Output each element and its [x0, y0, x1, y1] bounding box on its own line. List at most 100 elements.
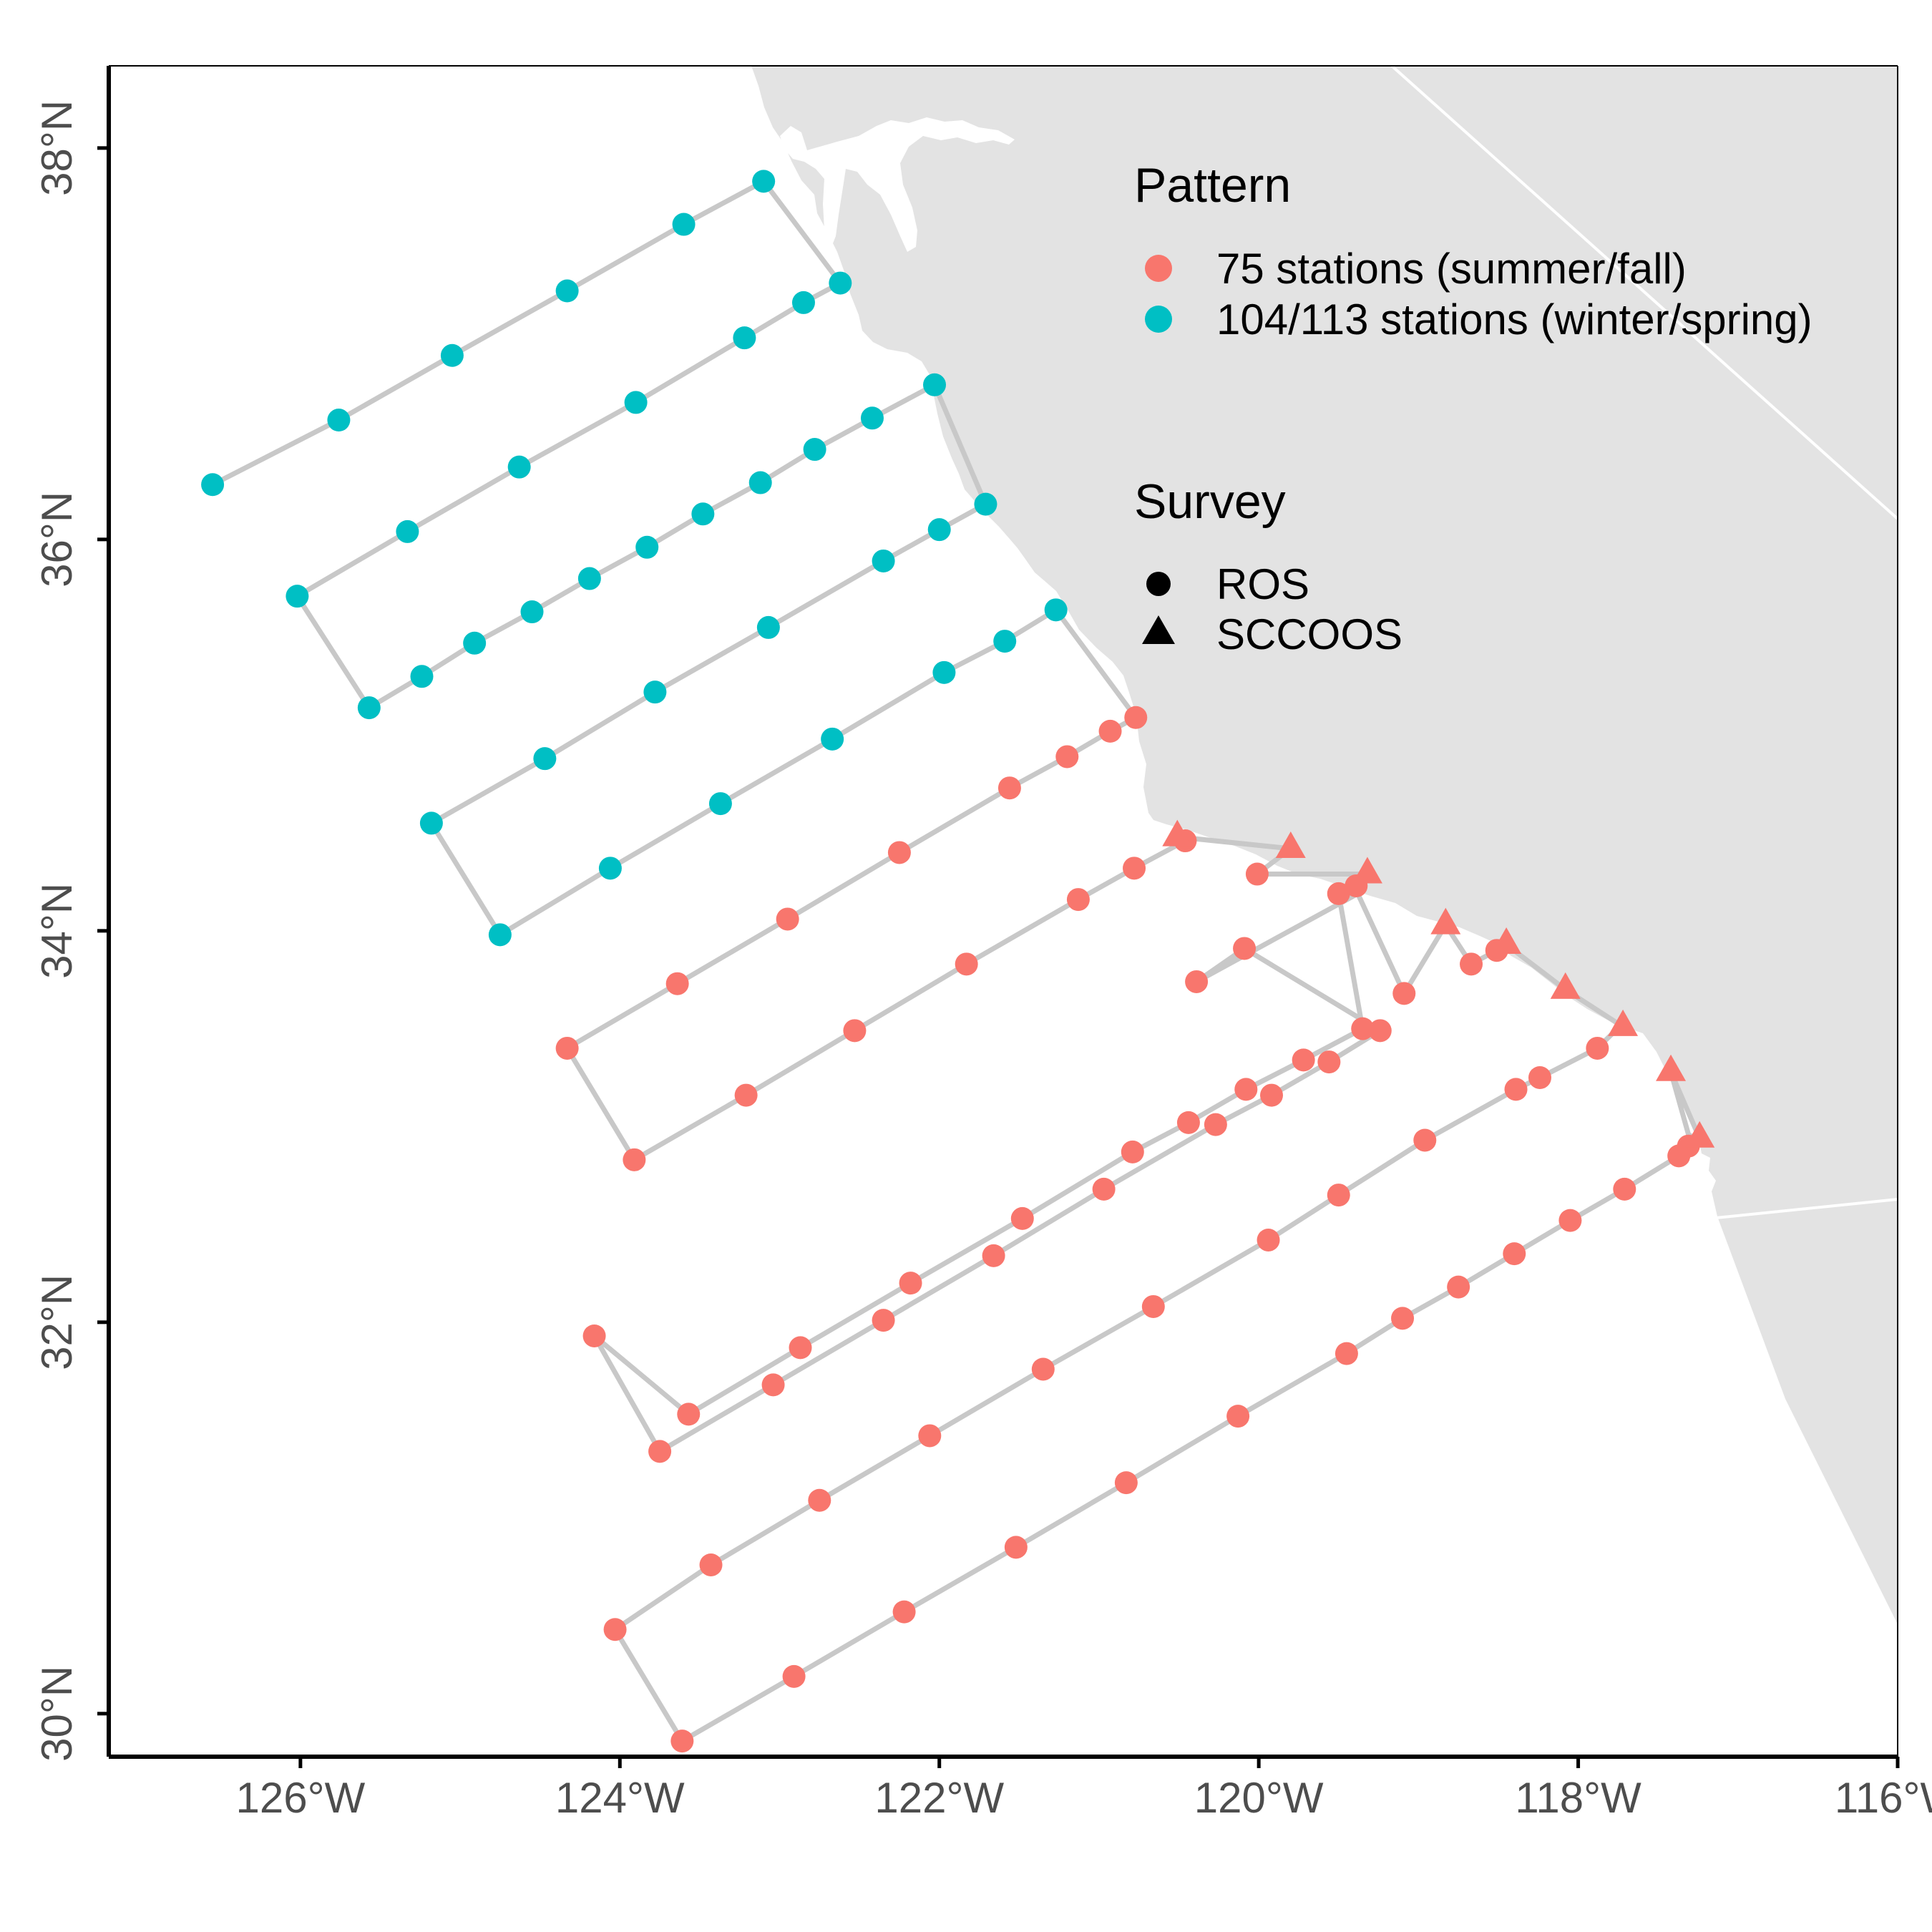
- legend-survey: Survey ROS SCCOOS: [1134, 474, 1402, 658]
- station-ros-s1-54: [670, 1729, 694, 1753]
- station-ros-s0-20: [748, 471, 772, 494]
- station-ros-s1-35: [1317, 1050, 1341, 1074]
- legend-pattern-title: Pattern: [1134, 158, 1291, 213]
- station-ros-s1-6: [665, 972, 689, 995]
- legend-survey-title: Survey: [1134, 474, 1286, 529]
- cruise-track-line: [211, 178, 1702, 1744]
- station-ros-s0-7: [791, 291, 815, 314]
- station-ros-s0-6: [829, 271, 852, 295]
- state-border-ca-nv: [1390, 66, 1898, 520]
- y-tick-label-2: 34°N: [33, 883, 81, 979]
- station-ros-s1-60: [1335, 1342, 1358, 1365]
- station-ros-s1-36: [1368, 1019, 1392, 1043]
- station-ros-s0-4: [672, 213, 696, 236]
- station-ros-s0-31: [488, 923, 512, 947]
- station-ros-s1-39: [1392, 982, 1416, 1005]
- station-ros-s1-13: [1123, 857, 1146, 880]
- station-ros-s1-4: [887, 841, 911, 864]
- station-ros-s1-28: [648, 1440, 672, 1463]
- station-ros-s0-24: [974, 492, 997, 516]
- station-ros-s1-26: [677, 1402, 701, 1426]
- station-ros-s1-29: [761, 1373, 785, 1397]
- station-ros-s0-12: [286, 585, 309, 608]
- station-markers: [201, 170, 1715, 1753]
- station-ros-s0-2: [440, 343, 464, 367]
- land-mass: [751, 66, 1898, 1624]
- station-ros-s1-58: [1114, 1471, 1138, 1495]
- station-ros-s1-53: [603, 1618, 627, 1641]
- station-ros-s1-22: [1121, 1140, 1144, 1163]
- station-ros-s1-49: [1031, 1357, 1055, 1381]
- station-ros-s0-37: [1044, 598, 1068, 622]
- station-ros-s1-12: [1066, 888, 1090, 912]
- legend-pattern: Pattern 75 stations (summer/fall) 104/11…: [1134, 158, 1813, 343]
- station-ros-s1-57: [1004, 1536, 1028, 1559]
- station-ros-s1-50: [918, 1424, 942, 1448]
- border-us-mexico: [1715, 1198, 1898, 1219]
- station-ros-s0-11: [396, 519, 419, 543]
- station-ros-s0-13: [357, 696, 381, 720]
- legend-pattern-key-summer-fall: [1145, 255, 1172, 282]
- station-ros-s0-1: [327, 409, 351, 432]
- station-sccoos-6: [1608, 1009, 1639, 1036]
- station-ros-s1-40: [1460, 952, 1483, 976]
- station-ros-s0-23: [923, 373, 947, 396]
- station-ros-s1-34: [1260, 1083, 1283, 1107]
- station-ros-s0-32: [598, 857, 622, 880]
- station-ros-s0-27: [756, 615, 780, 639]
- station-ros-s1-2: [1055, 745, 1079, 769]
- station-ros-s1-65: [1613, 1177, 1636, 1201]
- station-ros-s1-55: [782, 1664, 806, 1688]
- station-ros-s1-61: [1391, 1307, 1415, 1330]
- station-ros-s0-17: [577, 567, 601, 590]
- station-ros-s1-64: [1558, 1209, 1582, 1232]
- station-ros-s1-46: [1327, 1184, 1350, 1207]
- station-ros-s1-0: [1124, 706, 1148, 729]
- station-ros-s1-24: [899, 1272, 922, 1295]
- x-tick-label-5: 116°W: [1835, 1774, 1932, 1822]
- station-ros-s0-19: [691, 502, 715, 526]
- station-ros-s1-42: [1586, 1036, 1609, 1060]
- station-ros-s1-10: [843, 1019, 867, 1043]
- legend-survey-label-sccoos: SCCOOS: [1216, 610, 1402, 658]
- station-ros-s1-21: [1176, 1111, 1200, 1134]
- station-ros-s1-32: [1092, 1177, 1116, 1201]
- station-sccoos-3: [1430, 907, 1461, 935]
- station-ros-s1-56: [892, 1600, 916, 1624]
- station-ros-s1-44: [1504, 1078, 1528, 1101]
- station-sccoos-0: [1162, 819, 1193, 847]
- station-ros-s1-11: [955, 952, 978, 976]
- legend-survey-label-ros: ROS: [1216, 560, 1309, 608]
- station-ros-s1-51: [808, 1488, 831, 1512]
- station-ros-s0-14: [410, 665, 434, 688]
- station-ros-s0-34: [821, 727, 844, 751]
- station-ros-s0-0: [201, 473, 225, 497]
- station-ros-s1-19: [1292, 1048, 1315, 1072]
- station-ros-s1-30: [872, 1309, 895, 1332]
- y-tick-label-0: 30°N: [33, 1666, 81, 1762]
- y-tick-label-4: 38°N: [33, 100, 81, 196]
- station-ros-s0-21: [803, 438, 826, 462]
- station-sccoos-8: [1684, 1121, 1715, 1148]
- station-ros-s1-3: [997, 776, 1021, 800]
- station-ros-s1-9: [734, 1083, 758, 1107]
- station-ros-s1-16: [1327, 882, 1350, 905]
- station-ros-s1-33: [1204, 1113, 1227, 1136]
- station-ros-s0-33: [708, 792, 732, 816]
- station-ros-s1-23: [1010, 1206, 1034, 1230]
- station-ros-s1-63: [1503, 1242, 1526, 1266]
- station-ros-s1-5: [776, 907, 799, 931]
- station-ros-s1-38: [1185, 970, 1209, 993]
- bay-water: [780, 117, 1015, 252]
- x-tick-label-2: 122°W: [874, 1774, 1004, 1822]
- station-ros-s1-37: [1233, 937, 1257, 960]
- station-ros-s0-8: [733, 326, 756, 350]
- legend-pattern-key-winter-spring: [1145, 306, 1172, 333]
- legend-survey-key-circle-icon: [1146, 572, 1171, 596]
- station-sccoos-2: [1352, 857, 1382, 884]
- station-ros-s1-15: [1245, 862, 1269, 886]
- station-ros-s1-1: [1098, 719, 1122, 743]
- station-ros-s1-47: [1257, 1228, 1280, 1252]
- station-sccoos-1: [1275, 831, 1306, 858]
